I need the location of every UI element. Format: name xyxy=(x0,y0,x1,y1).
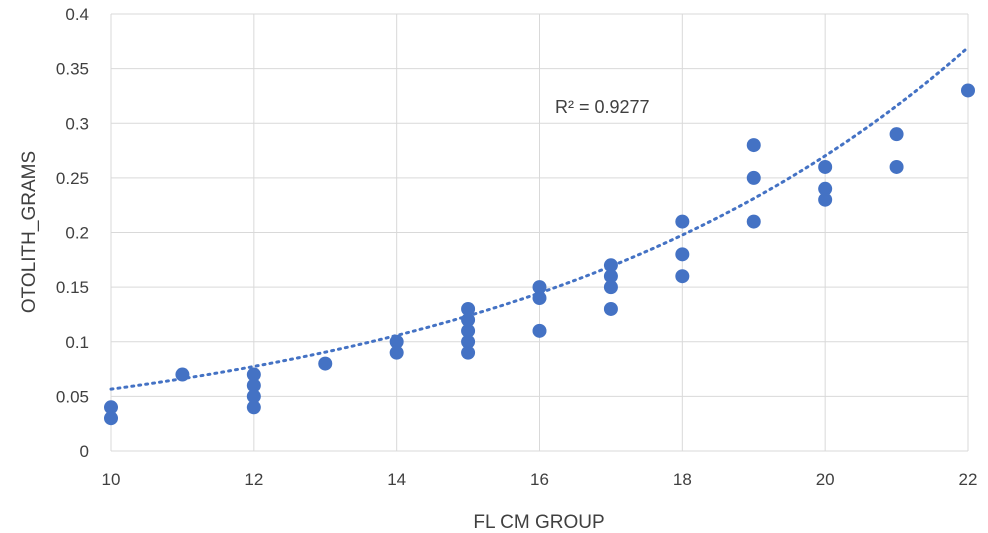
data-point xyxy=(461,301,476,316)
data-point xyxy=(175,367,190,382)
data-point xyxy=(532,280,547,295)
data-point xyxy=(603,301,618,316)
data-point xyxy=(246,378,261,393)
y-axis-tick-labels: 0 0.05 0.1 0.15 0.2 0.25 0.3 0.35 0.4 xyxy=(56,5,89,461)
data-point xyxy=(104,400,118,415)
x-axis-title: FL CM GROUP xyxy=(473,512,604,533)
data-point xyxy=(675,269,690,284)
y-tick-label: 0 xyxy=(80,442,89,461)
data-point xyxy=(889,127,904,142)
data-point xyxy=(818,192,833,207)
x-tick-label: 20 xyxy=(816,470,835,489)
data-point xyxy=(104,411,118,426)
data-point xyxy=(603,269,618,284)
data-point xyxy=(675,214,690,229)
data-point xyxy=(603,258,618,273)
data-point xyxy=(746,138,761,153)
y-tick-label: 0.3 xyxy=(65,114,89,133)
y-tick-label: 0.2 xyxy=(65,224,89,243)
r-squared-label: R² = 0.9277 xyxy=(555,97,650,117)
data-point xyxy=(389,345,404,360)
x-tick-label: 22 xyxy=(959,470,978,489)
data-point xyxy=(961,83,975,98)
data-point xyxy=(818,181,833,196)
y-axis-title: OTOLITH_GRAMS xyxy=(19,151,40,313)
data-point xyxy=(532,323,547,338)
data-point xyxy=(746,214,761,229)
x-tick-label: 14 xyxy=(387,470,406,489)
data-point xyxy=(246,367,261,382)
y-tick-label: 0.25 xyxy=(56,169,89,188)
y-tick-label: 0.05 xyxy=(56,387,89,406)
data-point xyxy=(889,159,904,174)
x-axis-tick-labels: 10 12 14 16 18 20 22 xyxy=(102,470,978,489)
x-tick-label: 12 xyxy=(244,470,263,489)
data-point xyxy=(461,345,476,360)
data-point xyxy=(746,170,761,185)
data-points xyxy=(104,83,975,426)
x-tick-label: 18 xyxy=(673,470,692,489)
data-point xyxy=(532,291,547,306)
data-point xyxy=(818,159,833,174)
y-tick-label: 0.15 xyxy=(56,278,89,297)
data-point xyxy=(389,334,404,349)
data-point xyxy=(603,280,618,295)
y-tick-label: 0.4 xyxy=(65,5,89,24)
gridlines xyxy=(110,13,969,452)
data-point xyxy=(675,247,690,262)
x-tick-label: 10 xyxy=(102,470,121,489)
data-point xyxy=(461,334,476,349)
data-point xyxy=(246,389,261,404)
data-point xyxy=(246,400,261,415)
data-point xyxy=(461,312,476,327)
data-point xyxy=(461,323,476,338)
y-tick-label: 0.35 xyxy=(56,60,89,79)
y-tick-label: 0.1 xyxy=(65,333,89,352)
x-tick-label: 16 xyxy=(530,470,549,489)
data-point xyxy=(318,356,333,371)
